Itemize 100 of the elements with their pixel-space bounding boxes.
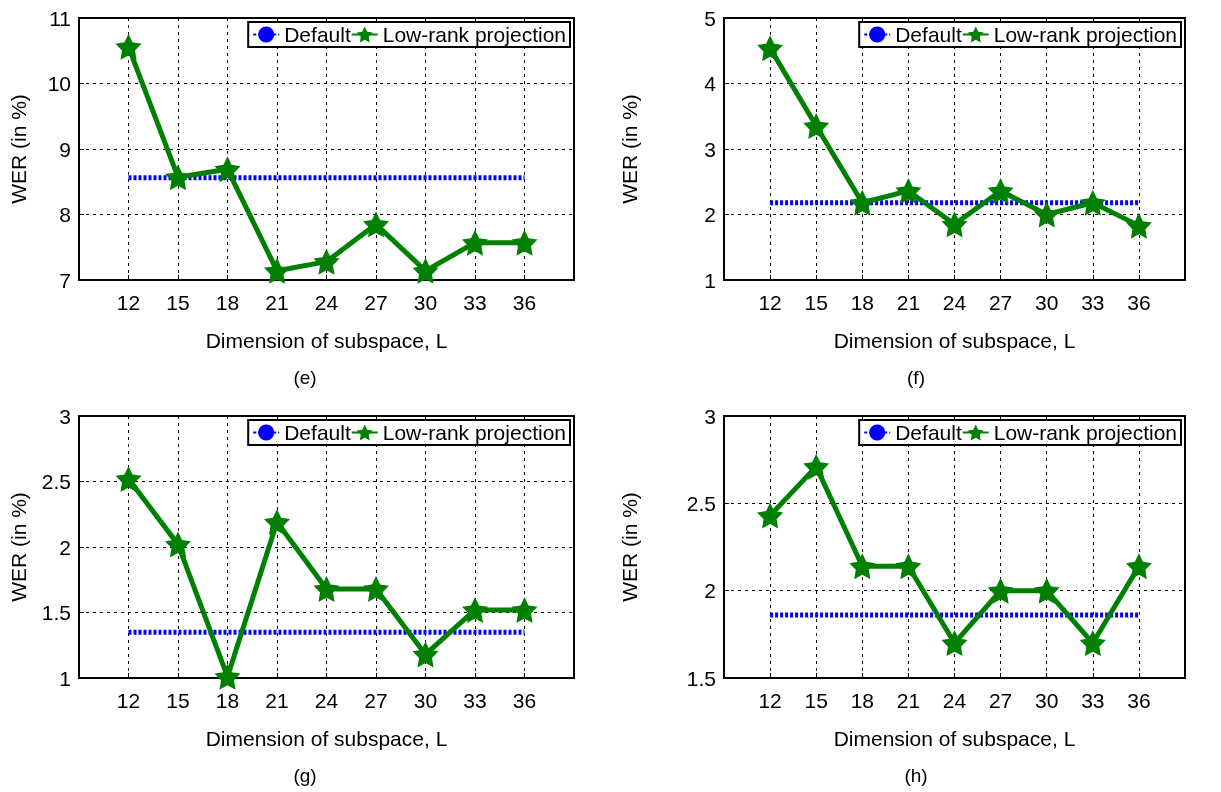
legend-label: Default <box>284 23 351 46</box>
x-tick-label: 30 <box>1035 291 1059 314</box>
x-tick-label: 27 <box>364 689 388 712</box>
x-tick-label: 30 <box>413 689 438 712</box>
y-axis-title: WER (in %) <box>618 94 641 204</box>
point <box>214 663 241 690</box>
x-axis-title: Dimension of subspace, L <box>205 329 448 352</box>
y-tick-label: 1 <box>59 666 71 690</box>
text: (h) <box>904 765 928 786</box>
y-tick-label: 5 <box>704 6 716 30</box>
y-tick-label: 1.5 <box>686 666 716 690</box>
x-tick-label: 18 <box>215 689 240 712</box>
legend-label: Default <box>895 421 962 444</box>
point <box>941 630 968 657</box>
y-tick-label: 10 <box>47 72 71 95</box>
y-tick-label: 1 <box>704 268 716 292</box>
y-tick-label: 1.5 <box>41 601 71 624</box>
x-tick-label: 24 <box>942 291 967 314</box>
x-tick-label: 21 <box>896 291 921 314</box>
point <box>757 502 784 529</box>
y-tick-label: 11 <box>49 6 71 30</box>
x-tick-label: 24 <box>942 689 967 712</box>
text: (e) <box>293 367 317 388</box>
x-tick-label: 30 <box>413 291 438 314</box>
x-tick-label: 27 <box>988 291 1013 314</box>
point <box>1033 201 1060 228</box>
x-tick-label: 12 <box>758 689 782 712</box>
y-tick-label: 2 <box>59 535 71 559</box>
legend-label: Default <box>284 421 351 444</box>
point <box>1079 189 1106 216</box>
point <box>849 553 876 580</box>
legend-label: Low-rank projection <box>382 23 567 46</box>
x-tick-label: 15 <box>804 689 828 712</box>
y-tick-label: 8 <box>59 203 71 226</box>
point <box>987 577 1014 604</box>
x-tick-label: 36 <box>512 291 537 314</box>
text: (f) <box>907 367 925 388</box>
x-tick-label: 33 <box>1081 291 1105 314</box>
y-axis-title: WER (in %) <box>7 492 30 602</box>
x-tick-label: 15 <box>166 689 190 712</box>
point <box>1079 630 1106 657</box>
y-axis-title: WER (in %) <box>618 492 641 602</box>
x-tick-label: 36 <box>1127 689 1151 712</box>
y-tick-label: 4 <box>704 72 717 95</box>
point <box>115 33 142 60</box>
x-tick-label: 12 <box>758 291 782 314</box>
point <box>511 596 538 623</box>
point <box>803 113 830 140</box>
text: (g) <box>293 765 317 786</box>
point <box>264 509 290 536</box>
x-tick-label: 18 <box>215 291 240 314</box>
point <box>165 531 191 558</box>
point <box>115 465 142 492</box>
x-tick-label: 18 <box>850 291 874 314</box>
x-tick-label: 27 <box>988 689 1013 712</box>
x-tick-label: 24 <box>314 689 339 712</box>
x-tick-label: 36 <box>512 689 537 712</box>
y-tick-label: 2 <box>704 579 716 603</box>
y-axis-title: WER (in %) <box>7 94 30 204</box>
x-tick-label: 12 <box>116 291 141 314</box>
point <box>264 257 290 284</box>
point <box>313 575 340 602</box>
x-tick-label: 33 <box>1081 689 1105 712</box>
point <box>803 453 830 480</box>
point <box>363 211 389 238</box>
x-axis-title: Dimension of subspace, L <box>205 727 448 750</box>
point <box>363 575 389 602</box>
point <box>849 189 876 216</box>
x-tick-label: 36 <box>1127 291 1151 314</box>
legend-label: Low-rank projection <box>993 23 1178 46</box>
x-tick-label: 12 <box>116 689 141 712</box>
y-tick-label: 9 <box>59 137 71 161</box>
point <box>895 177 922 204</box>
point <box>511 229 538 256</box>
x-axis-title: Dimension of subspace, L <box>833 727 1076 750</box>
y-tick-label: 3 <box>704 404 716 428</box>
point <box>895 553 922 580</box>
y-tick-label: 2.5 <box>41 470 71 493</box>
point <box>757 35 784 62</box>
x-tick-label: 24 <box>314 291 339 314</box>
y-tick-label: 2 <box>704 203 716 226</box>
x-tick-label: 27 <box>364 291 388 314</box>
point <box>412 257 439 284</box>
point <box>165 164 191 191</box>
point <box>412 641 439 668</box>
x-tick-label: 33 <box>463 689 487 712</box>
x-axis-title: Dimension of subspace, L <box>833 329 1076 352</box>
point <box>941 211 968 238</box>
x-tick-label: 15 <box>166 291 190 314</box>
y-tick-label: 3 <box>704 137 716 161</box>
x-tick-label: 21 <box>896 689 921 712</box>
y-tick-label: 3 <box>59 404 71 428</box>
point <box>214 156 241 183</box>
point <box>1033 577 1060 604</box>
point <box>462 596 488 623</box>
x-tick-label: 18 <box>850 689 874 712</box>
x-tick-label: 33 <box>463 291 487 314</box>
point <box>1125 553 1152 580</box>
y-tick-label: 2.5 <box>686 491 716 515</box>
x-tick-label: 30 <box>1035 689 1059 712</box>
